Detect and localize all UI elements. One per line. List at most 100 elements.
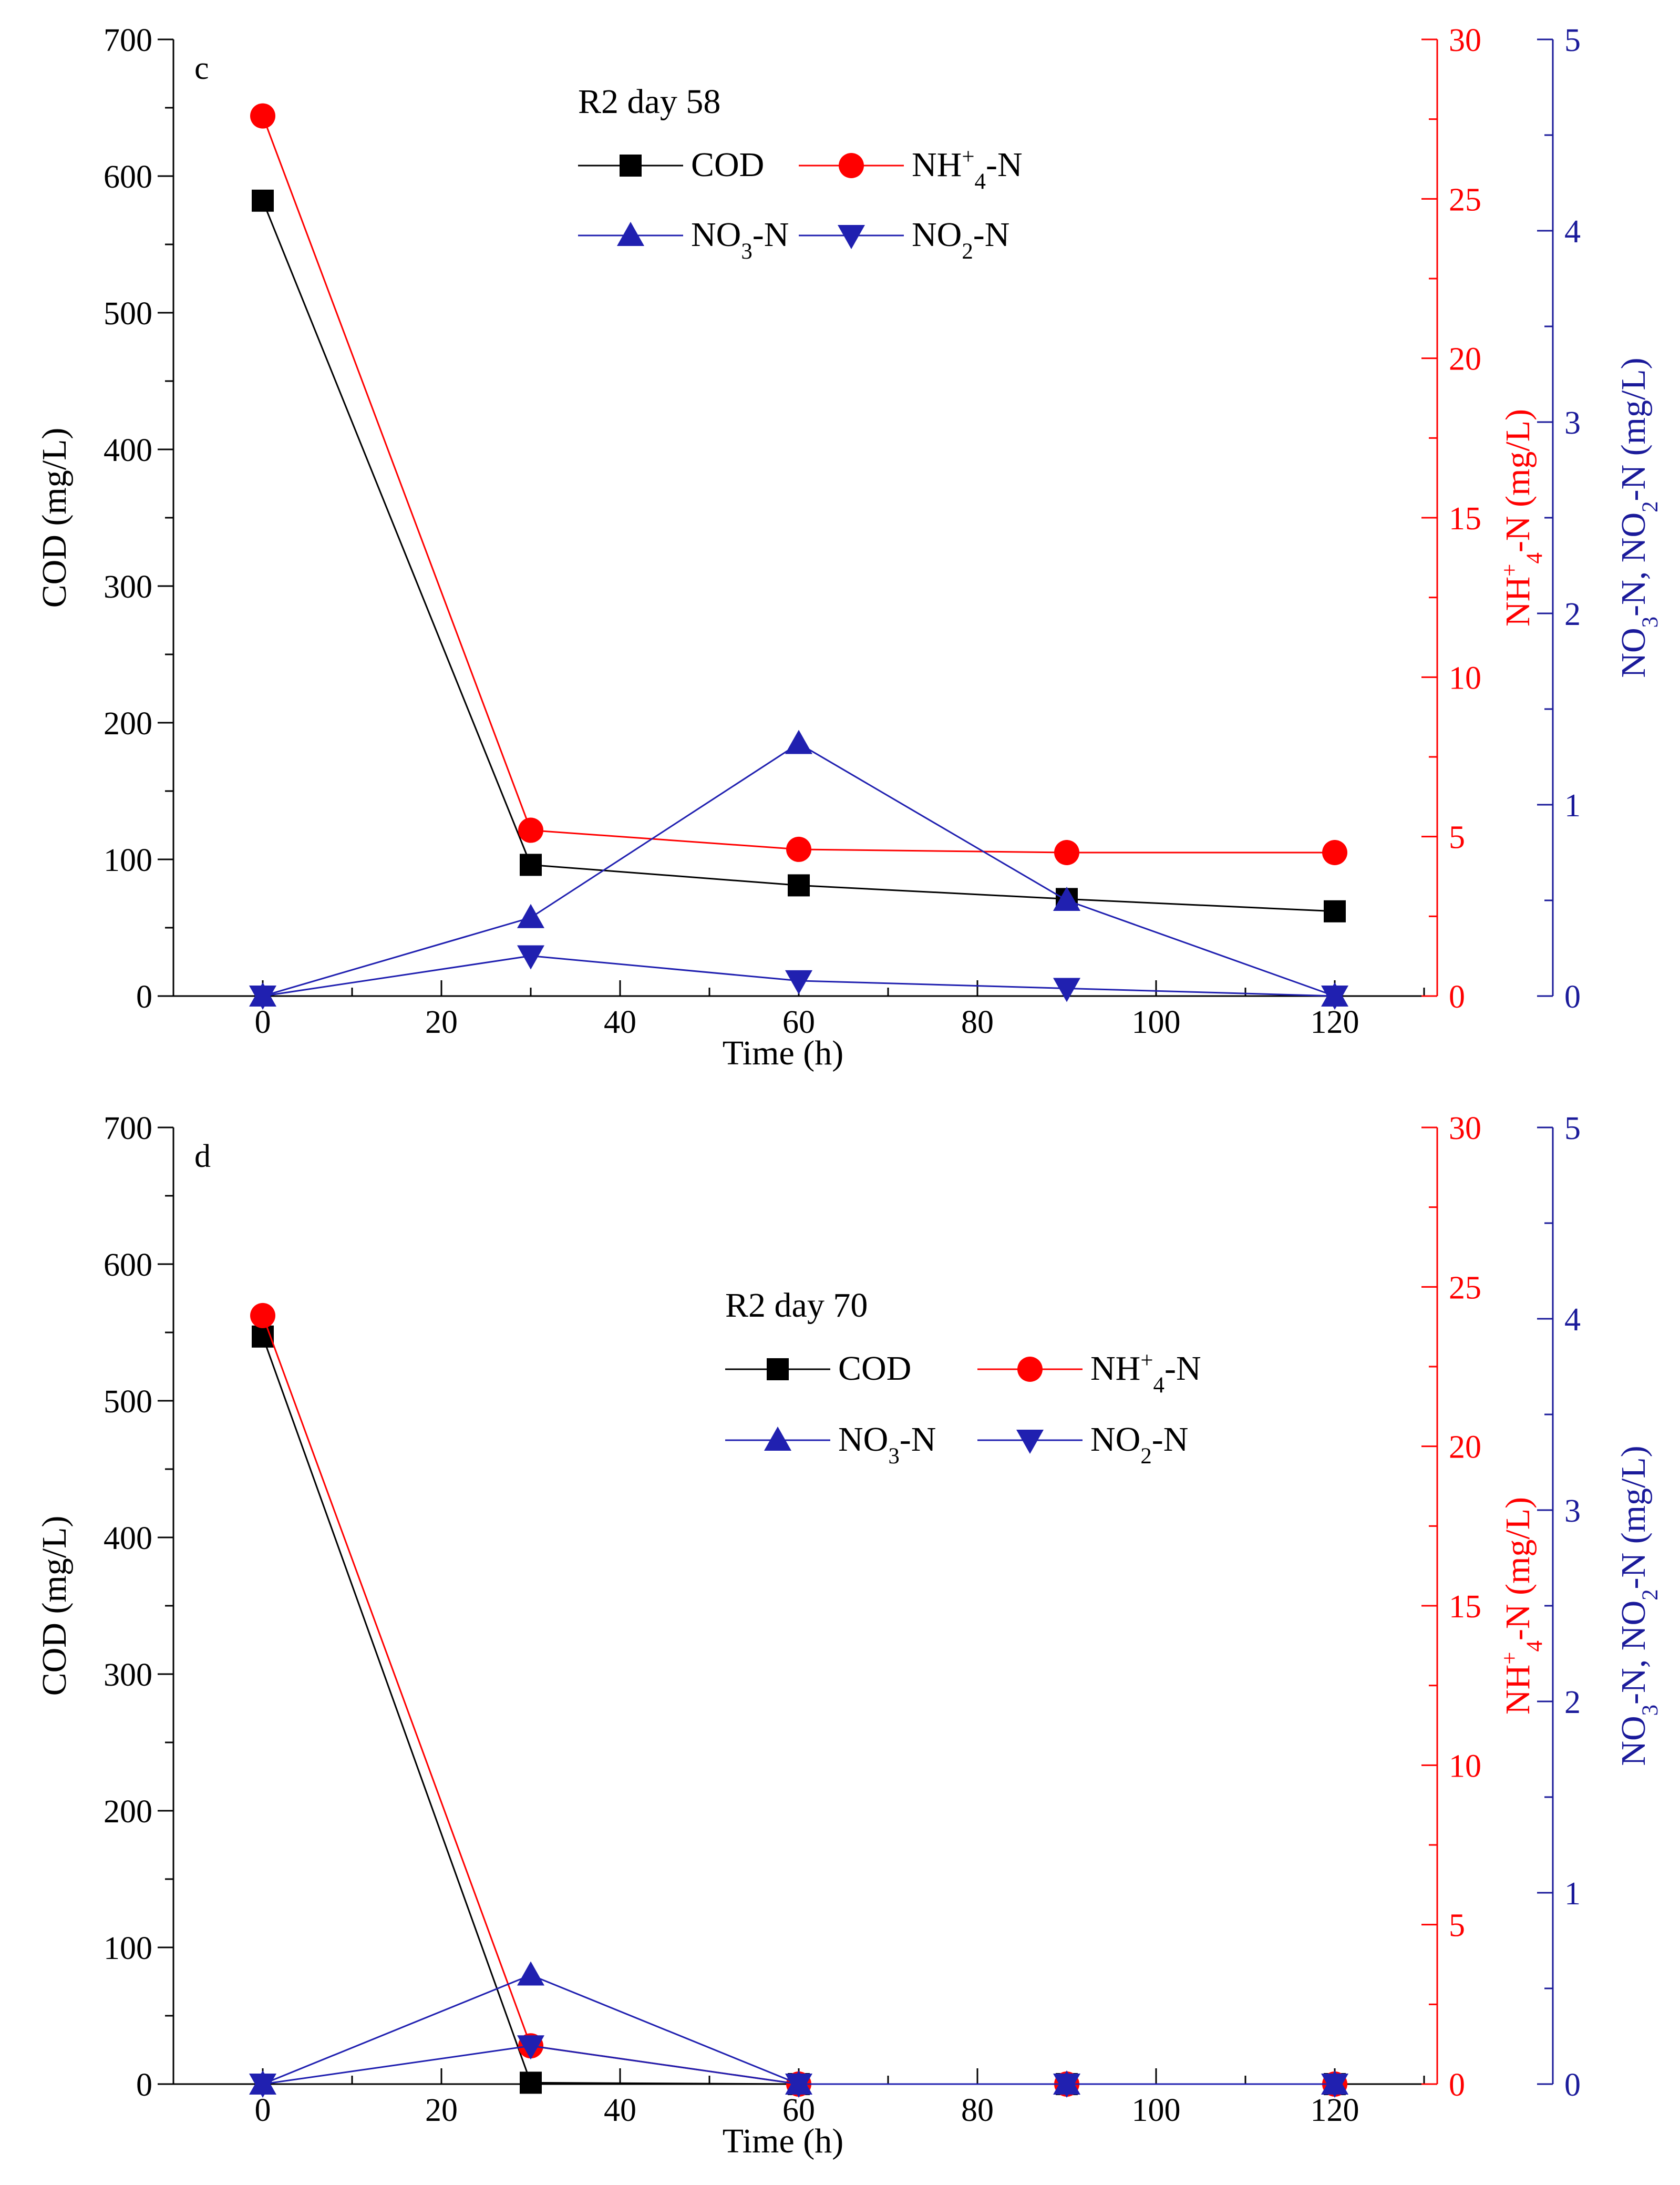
x-tick-label: 120 [1311, 1004, 1359, 1040]
data-point [786, 836, 811, 862]
legend-entry: NO3-N [578, 216, 789, 264]
y-left-tick-label: 700 [104, 1111, 152, 1146]
y-right-no-tick-label: 2 [1564, 1685, 1581, 1720]
y-left-tick-label: 700 [104, 23, 152, 58]
data-point [1322, 840, 1347, 865]
y-left-tick-label: 300 [104, 569, 152, 605]
legend-marker [1016, 1430, 1044, 1454]
series-no3n [249, 730, 1348, 1007]
x-tick-label: 40 [604, 1004, 636, 1040]
legend-label: NO2-N [912, 216, 1009, 264]
x-axis-title: Time (h) [723, 2122, 843, 2160]
data-point [1054, 840, 1079, 865]
legend-entry: NH+4-N [977, 1348, 1201, 1398]
legend: R2 day 70 COD NH+4-N NO3-N NO2-N [725, 1286, 1201, 1469]
y-right-no-tick-label: 4 [1564, 214, 1581, 250]
data-point [520, 2071, 542, 2094]
legend-marker [617, 222, 644, 246]
data-point [517, 904, 544, 928]
y-left-tick-label: 400 [104, 1521, 152, 1556]
x-tick-label: 0 [255, 1004, 271, 1040]
data-point [252, 189, 274, 212]
legend-label: NH+4-N [912, 145, 1023, 194]
data-point [1053, 887, 1080, 911]
y-right-nh4-tick-label: 5 [1449, 1908, 1465, 1944]
legend-title: R2 day 58 [578, 83, 720, 121]
y-right-no-tick-label: 2 [1564, 597, 1581, 632]
data-point [250, 103, 275, 129]
series-no2n [249, 945, 1348, 1010]
x-tick-label: 100 [1132, 2092, 1181, 2128]
y-left-tick-label: 600 [104, 159, 152, 195]
y-right-nh4-tick-label: 0 [1449, 979, 1465, 1015]
legend-marker [839, 153, 864, 178]
series-line [262, 1974, 1335, 2085]
data-point [517, 1961, 544, 1986]
y-left-axis-title: COD (mg/L) [35, 1516, 74, 1696]
legend-entry: COD [725, 1349, 911, 1388]
legend-marker [838, 225, 865, 249]
legend-entry: COD [578, 146, 764, 184]
y-right-no-axis-title: NO3-N, NO2-N (mg/L) [1614, 1445, 1663, 1766]
chart-panel-d: 0 20 40 60 80 100 1200100200300400500600700051… [35, 1111, 1663, 2160]
panel-label: d [194, 1138, 211, 1174]
legend-entry: NO2-N [977, 1420, 1188, 1469]
y-left-tick-label: 400 [104, 433, 152, 468]
axes: 0 20 40 60 80 100 1200100200300400500600700051… [104, 1111, 1581, 2128]
x-tick-label: 60 [782, 1004, 815, 1040]
data-point [785, 970, 812, 994]
y-right-no-tick-label: 5 [1564, 1111, 1581, 1146]
y-right-no-tick-label: 1 [1564, 1876, 1581, 1912]
y-right-nh4-tick-label: 15 [1449, 1589, 1481, 1625]
chart-panel-c: 0 20 40 60 80 100 1200100200300400500600700051… [35, 23, 1663, 1072]
panel-label: c [194, 50, 209, 86]
y-right-nh4-tick-label: 10 [1449, 1748, 1481, 1784]
y-left-tick-label: 500 [104, 1384, 152, 1420]
y-right-no-tick-label: 0 [1564, 2067, 1581, 2103]
x-tick-label: 20 [425, 1004, 458, 1040]
y-left-tick-label: 300 [104, 1657, 152, 1693]
legend-label: COD [838, 1349, 911, 1388]
y-left-tick-label: 0 [136, 979, 152, 1015]
x-tick-label: 100 [1132, 1004, 1181, 1040]
data-point [1053, 978, 1080, 1002]
data-point [1053, 2074, 1080, 2098]
x-axis-title: Time (h) [723, 1034, 843, 1072]
series-nh4n [250, 103, 1347, 865]
y-right-no-tick-label: 5 [1564, 23, 1581, 58]
y-right-nh4-axis-title: NH+4-N (mg/L) [1498, 409, 1547, 627]
y-left-tick-label: 200 [104, 706, 152, 742]
y-right-no-tick-label: 1 [1564, 788, 1581, 824]
data-point [249, 2074, 276, 2098]
legend-entry: NO2-N [799, 216, 1009, 264]
y-right-nh4-tick-label: 25 [1449, 182, 1481, 218]
y-left-tick-label: 100 [104, 843, 152, 878]
data-point [788, 874, 810, 897]
x-tick-label: 40 [604, 2092, 636, 2128]
y-right-no-tick-label: 4 [1564, 1302, 1581, 1338]
data-point [518, 817, 543, 843]
y-right-no-tick-label: 0 [1564, 979, 1581, 1015]
x-tick-label: 60 [782, 2092, 815, 2128]
y-right-no-tick-label: 3 [1564, 405, 1581, 441]
x-tick-label: 20 [425, 2092, 458, 2128]
legend-label: NO3-N [838, 1420, 936, 1469]
y-left-tick-label: 0 [136, 2067, 152, 2103]
data-point [785, 730, 812, 754]
data-point [517, 2035, 544, 2060]
data-point [785, 2074, 812, 2098]
x-tick-label: 80 [961, 1004, 994, 1040]
legend-entry: NO3-N [725, 1420, 936, 1469]
data-point [1321, 2074, 1348, 2098]
x-tick-label: 80 [961, 2092, 994, 2128]
legend-label: NH+4-N [1090, 1348, 1201, 1398]
series-line [262, 742, 1335, 997]
data-point [1324, 900, 1346, 922]
y-right-nh4-axis-title: NH+4-N (mg/L) [1498, 1497, 1547, 1715]
legend-entry: NH+4-N [799, 145, 1023, 194]
y-right-nh4-tick-label: 15 [1449, 501, 1481, 537]
legend-marker [764, 1427, 791, 1451]
series-no2n [249, 2035, 1348, 2098]
legend-label: NO2-N [1090, 1420, 1188, 1469]
